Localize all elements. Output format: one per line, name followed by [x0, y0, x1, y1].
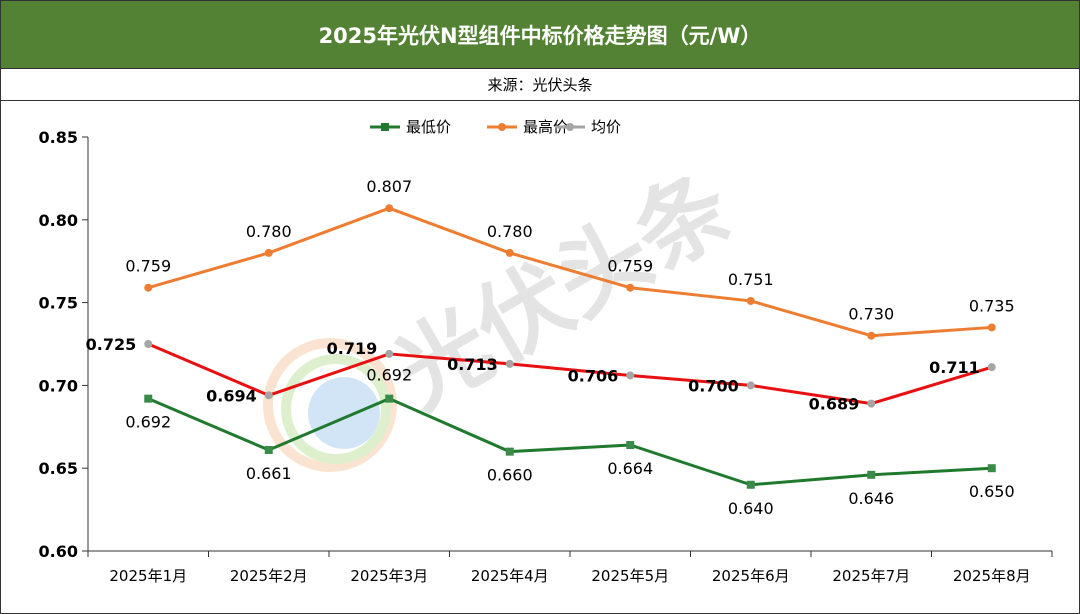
- watermark-logo: [263, 338, 397, 472]
- series-max-point: [385, 204, 394, 213]
- series-group: [144, 204, 996, 489]
- x-tick-label: 2025年4月: [471, 567, 549, 585]
- series-min-point: [264, 445, 273, 454]
- series-min-point: [626, 441, 635, 450]
- legend-item: 最高价: [487, 118, 568, 136]
- min-data-label: 0.664: [607, 459, 653, 478]
- max-data-label: 0.759: [125, 257, 171, 276]
- watermark-logo-ring-green: [281, 354, 391, 464]
- max-data-label: 0.807: [366, 177, 412, 196]
- series-avg-point: [385, 349, 394, 358]
- series-max-line: [147, 206, 992, 338]
- legend-label: 最低价: [406, 118, 451, 136]
- series-max-point: [987, 323, 996, 332]
- avg-data-label: 0.711: [929, 358, 980, 377]
- y-tick-label: 0.80: [39, 211, 78, 230]
- chart-title-bar: 2025年光伏N型组件中标价格走势图（元/W）: [1, 1, 1079, 68]
- x-tick-label: 2025年3月: [350, 567, 428, 585]
- series-max: [144, 204, 996, 340]
- series-min-point: [505, 447, 514, 456]
- max-data-label: 0.751: [728, 270, 774, 289]
- avg-data-label: 0.719: [327, 339, 378, 358]
- series-avg-line: [147, 342, 993, 406]
- legend: 最低价 最高价 均价: [370, 118, 621, 136]
- x-tick-label: 2025年8月: [953, 567, 1031, 585]
- data-labels: 0.759 0.780 0.807 0.780 0.759 0.751 0.730 0.735…: [86, 177, 1015, 518]
- x-tick-label: 2025年1月: [109, 567, 187, 585]
- chart-title: 2025年光伏N型组件中标价格走势图（元/W）: [318, 23, 762, 48]
- y-tick-label: 0.75: [39, 294, 78, 313]
- avg-data-label: 0.700: [688, 376, 739, 395]
- legend-swatch-marker: [381, 123, 389, 131]
- series-min-point: [144, 394, 153, 403]
- max-data-label: 0.780: [246, 222, 292, 241]
- series-min-point: [867, 470, 876, 479]
- min-data-label: 0.692: [125, 413, 171, 432]
- y-tick-label: 0.70: [39, 376, 78, 395]
- avg-data-label: 0.713: [447, 355, 498, 374]
- x-tick-label: 2025年6月: [712, 567, 790, 585]
- max-data-label: 0.780: [487, 222, 533, 241]
- y-tick-label: 0.85: [39, 128, 78, 147]
- legend-swatch-marker: [498, 123, 506, 131]
- legend-swatch-marker: [566, 123, 574, 131]
- series-max-point: [144, 283, 153, 292]
- series-min-point: [987, 464, 996, 473]
- series-max-point: [626, 283, 635, 292]
- avg-data-label: 0.694: [206, 386, 257, 405]
- avg-data-label: 0.706: [568, 366, 619, 385]
- x-tick-label: 2025年5月: [591, 567, 669, 585]
- min-data-label: 0.650: [969, 482, 1015, 501]
- source-label: 来源：光伏头条: [487, 76, 593, 94]
- series-max-point: [746, 296, 755, 305]
- legend-label: 最高价: [523, 118, 568, 136]
- x-tick-label: 2025年7月: [832, 567, 910, 585]
- y-tick-label: 0.60: [39, 542, 78, 561]
- source-bar: 来源：光伏头条: [1, 68, 1079, 101]
- legend-item: 最低价: [370, 118, 451, 136]
- avg-data-label: 0.725: [86, 335, 137, 354]
- series-avg-point: [746, 381, 755, 390]
- series-max-point: [505, 248, 514, 257]
- series-avg-point: [987, 363, 996, 372]
- avg-data-label: 0.689: [809, 395, 860, 414]
- min-data-label: 0.692: [366, 366, 412, 385]
- series-avg-point: [505, 359, 514, 368]
- watermark-logo-core-blue: [308, 377, 380, 449]
- series-avg-point: [626, 371, 635, 380]
- series-avg-point: [144, 340, 153, 348]
- max-data-label: 0.735: [969, 296, 1015, 315]
- min-data-label: 0.640: [728, 499, 774, 518]
- series-max-point: [264, 248, 273, 257]
- legend-item: 均价: [555, 118, 621, 136]
- min-data-label: 0.646: [848, 489, 894, 508]
- min-data-label: 0.660: [487, 466, 533, 485]
- series-avg-point: [264, 391, 273, 400]
- series-max-point: [867, 331, 876, 340]
- max-data-label: 0.759: [607, 257, 653, 276]
- watermark-logo-ring-orange: [263, 338, 397, 472]
- min-data-label: 0.661: [246, 464, 292, 483]
- series-min-point: [385, 394, 394, 403]
- legend-label: 均价: [591, 118, 621, 136]
- max-data-label: 0.730: [848, 305, 894, 324]
- axes: 0.60 0.65 0.70 0.75 0.80 0.85 2025年1月 2025年2月 20…: [39, 128, 1053, 585]
- series-min-point: [746, 480, 755, 489]
- y-tick-label: 0.65: [39, 459, 78, 478]
- series-min-line: [147, 397, 992, 487]
- series-avg-point: [867, 399, 876, 408]
- x-tick-label: 2025年2月: [230, 567, 308, 585]
- series-min: [144, 394, 996, 489]
- series-avg: [144, 340, 996, 408]
